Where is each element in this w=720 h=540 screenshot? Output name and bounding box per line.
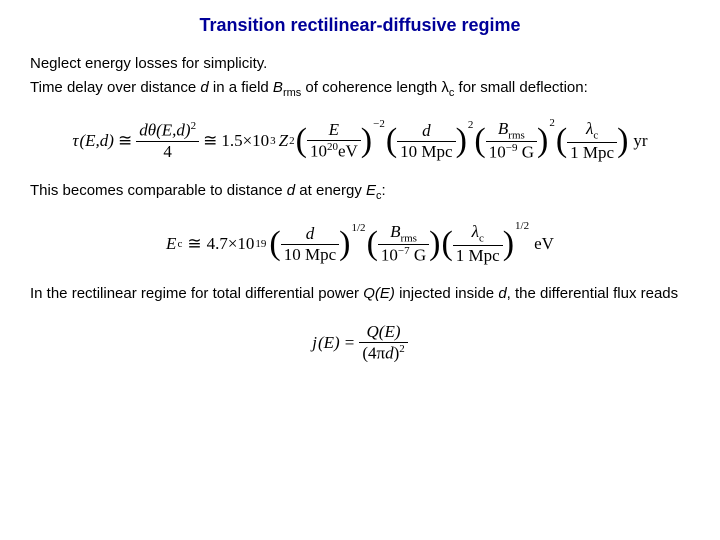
eq2-t1-num: d <box>281 224 339 245</box>
slide-title: Transition rectilinear-diffusive regime <box>30 15 690 36</box>
p3-d: d <box>287 182 295 199</box>
eq1-t4-sub: c <box>593 130 598 142</box>
p4-Q: Q(E) <box>363 285 395 302</box>
eq3-dend: d <box>385 344 394 363</box>
p4-d: d <box>498 285 506 302</box>
p3-E: E <box>366 182 376 199</box>
eq1-term2: ( d 10 Mpc ) 2 <box>386 121 474 162</box>
eq1-t2-num: d <box>397 121 455 142</box>
eq1-term1: ( E 1020eV ) −2 <box>296 120 385 162</box>
p4-c: , the differential flux reads <box>507 285 679 302</box>
eq1-t1-num: E <box>307 120 361 141</box>
eq2-t3-den: 1 Mpc <box>453 246 503 266</box>
eq1-f1-args: (E,d) <box>156 121 190 140</box>
eq1-t1-den-exp: 20 <box>327 141 338 153</box>
paragraph-4: In the rectilinear regime for total diff… <box>30 284 690 304</box>
eq1-term3: ( Brms 10−9 G ) 2 <box>474 119 554 163</box>
eq1-Z-exp: 2 <box>289 135 295 147</box>
eq3-numQ: Q <box>367 322 379 341</box>
eq2-term3: ( λc 1 Mpc ) 1/2 <box>441 222 529 265</box>
paragraph-1: Neglect energy losses for simplicity. <box>30 54 690 74</box>
eq2-term1: ( d 10 Mpc ) 1/2 <box>269 224 365 265</box>
p2-text-a: Time delay over distance <box>30 79 200 96</box>
eq2-coef: 4.7×10 <box>207 234 255 254</box>
eq1-args: (E,d) <box>80 131 114 151</box>
eq1-coef-exp: 3 <box>270 135 276 147</box>
eq2-t2-den: 10 <box>381 246 398 265</box>
eq2-t3-sub: c <box>479 233 484 245</box>
eq1-t1-exp: −2 <box>373 118 385 130</box>
eq2-t1-den: 10 Mpc <box>281 245 339 265</box>
equation-Ec: Ec ≅ 4.7×1019 ( d 10 Mpc ) 1/2 ( Brms 10… <box>30 222 690 266</box>
equation-tau: τ (E,d) ≅ dθ(E,d)2 4 ≅ 1.5×103 Z2 ( E 10… <box>30 119 690 163</box>
eq1-f1-sq: 2 <box>191 120 197 132</box>
eq1-term4: ( λc 1 Mpc ) <box>556 119 629 162</box>
eq1-t3-den: 10 <box>489 143 506 162</box>
slide-container: Transition rectilinear-diffusive regime … <box>0 0 720 397</box>
paragraph-3: This becomes comparable to distance d at… <box>30 181 690 204</box>
eq1-coef: 1.5×10 <box>221 131 269 151</box>
equation-j: j(E) = Q(E) (4πd)2 <box>30 322 690 364</box>
eq3-args: (E) <box>318 333 340 353</box>
eq2-approx: ≅ <box>187 234 201 254</box>
p2-B: B <box>273 79 283 96</box>
eq3-eq: = <box>345 333 355 353</box>
paragraph-2: Time delay over distance d in a field Br… <box>30 78 690 101</box>
eq1-t2-exp: 2 <box>468 119 474 131</box>
eq3-j: j <box>312 333 317 353</box>
eq1-f1-th: θ <box>148 121 156 140</box>
p2-text-c: of coherence length λ <box>301 79 449 96</box>
eq2-t2-dexp: −7 <box>398 245 410 257</box>
eq1-f1-d: d <box>139 121 148 140</box>
p3-c: : <box>382 182 386 199</box>
eq2-E: E <box>166 234 176 254</box>
eq1-approx2: ≅ <box>203 131 217 151</box>
eq1-frac1: dθ(E,d)2 4 <box>136 120 199 162</box>
eq2-unit: eV <box>534 234 554 254</box>
eq3-numargs: (E) <box>379 322 401 341</box>
eq2-coef-exp: 19 <box>255 238 266 250</box>
eq1-t3-sub: rms <box>508 129 525 141</box>
p4-b: injected inside <box>395 285 498 302</box>
eq1-t3-num: B <box>498 119 508 138</box>
eq1-tau: τ <box>72 131 78 151</box>
eq1-t4-den: 1 Mpc <box>567 143 617 163</box>
p3-b: at energy <box>295 182 366 199</box>
p3-a: This becomes comparable to distance <box>30 182 287 199</box>
eq2-t3-num: λ <box>472 222 479 241</box>
eq3-frac: Q(E) (4πd)2 <box>359 322 407 364</box>
eq1-approx1: ≅ <box>118 131 132 151</box>
eq1-t3-dexp: −9 <box>506 142 518 154</box>
p2-text-d: for small deflection: <box>454 79 587 96</box>
eq2-t2-sub: rms <box>400 232 417 244</box>
eq1-f1-den: 4 <box>136 142 199 162</box>
eq2-Es: c <box>177 238 182 250</box>
eq1-t1-den-u: eV <box>338 142 358 161</box>
eq1-t3-exp: 2 <box>549 117 555 129</box>
p2-d: d <box>200 79 208 96</box>
eq2-term2: ( Brms 10−7 G ) <box>367 222 441 266</box>
p2-text-b: in a field <box>209 79 273 96</box>
eq2-t1-exp: 1/2 <box>352 222 366 234</box>
p4-a: In the rectilinear regime for total diff… <box>30 285 363 302</box>
eq1-t1-den: 10 <box>310 142 327 161</box>
eq2-t3-exp: 1/2 <box>515 220 529 232</box>
eq1-Z: Z <box>279 131 288 151</box>
eq3-dena: (4π <box>362 344 385 363</box>
p2-B-sub: rms <box>283 87 301 99</box>
eq2-t2-num: B <box>390 222 400 241</box>
eq1-t2-den: 10 Mpc <box>397 142 455 162</box>
eq3-denexp: 2 <box>399 343 405 355</box>
eq1-unit: yr <box>633 131 647 151</box>
eq2-t2-du: G <box>410 246 427 265</box>
eq1-t3-du: G <box>517 143 534 162</box>
